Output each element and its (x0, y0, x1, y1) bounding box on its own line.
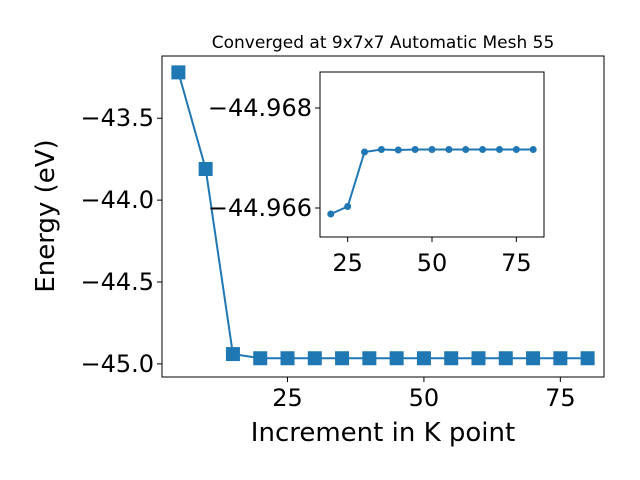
inset-data-marker (428, 146, 436, 153)
main-data-marker (444, 351, 459, 366)
inset-data-marker (495, 146, 503, 153)
main-y-tick-label: −43.5 (80, 104, 154, 132)
main-x-tick-label: 25 (272, 384, 303, 412)
main-data-marker (580, 351, 595, 366)
main-data-marker (362, 351, 377, 366)
inset-x-tick-label: 25 (332, 249, 363, 277)
main-x-tick-label: 50 (409, 384, 440, 412)
main-data-marker (171, 65, 186, 80)
inset-x-tick-label: 75 (501, 249, 532, 277)
inset-data-marker (411, 146, 419, 153)
inset-data-marker (377, 146, 385, 153)
chart-title: Converged at 9x7x7 Automatic Mesh 55 (212, 33, 555, 53)
main-plot-area: 25 50 75 −43.5 −44.0 −44.5 −45.0 (80, 55, 605, 412)
main-data-marker (389, 351, 404, 366)
y-axis-label: Energy (eV) (31, 139, 61, 292)
inset-data-marker (361, 148, 369, 156)
inset-data-marker (344, 203, 352, 210)
main-data-marker (253, 351, 268, 366)
main-data-marker (307, 351, 322, 366)
main-y-tick-label: −45.0 (80, 350, 154, 378)
main-data-marker (526, 351, 541, 366)
inset-data-marker (512, 146, 520, 153)
inset-y-tick-label: −44.968 (208, 94, 312, 122)
main-data-marker (498, 351, 513, 366)
inset-data-marker (445, 146, 453, 153)
main-data-marker (225, 347, 240, 362)
inset-data-marker (327, 210, 335, 218)
main-y-tick-label: −44.0 (80, 186, 154, 214)
main-data-marker (416, 351, 431, 366)
main-series-line (177, 72, 588, 360)
main-data-marker (198, 162, 213, 177)
main-axes-frame (161, 55, 605, 378)
inset-data-marker (462, 146, 470, 153)
inset-data-marker (394, 146, 402, 154)
inset-x-tick-label: 50 (417, 249, 448, 277)
main-x-tick-label: 75 (545, 384, 576, 412)
main-data-marker (553, 351, 568, 366)
main-data-marker (471, 351, 486, 366)
inset-background (320, 72, 544, 237)
inset-y-tick-label: −44.966 (208, 194, 312, 222)
main-data-marker (335, 351, 350, 366)
inset-data-marker (529, 146, 537, 153)
inset-plot-area: 25 50 75 −44.968 −44.966 (208, 71, 545, 277)
main-y-tick-label: −44.5 (80, 268, 154, 296)
inset-data-marker (479, 146, 487, 153)
x-axis-label: Increment in K point (251, 418, 515, 448)
main-data-marker (280, 351, 295, 366)
